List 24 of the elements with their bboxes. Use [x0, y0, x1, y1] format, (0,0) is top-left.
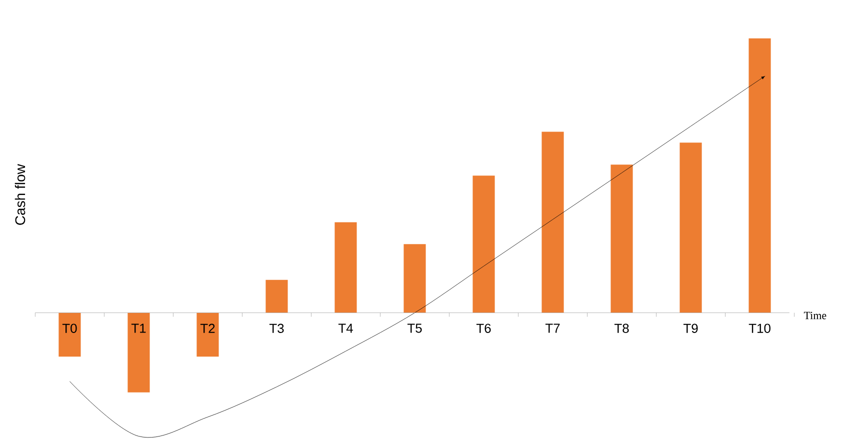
bar — [58, 312, 81, 356]
x-tick-label: T3 — [269, 324, 284, 333]
x-tick-label: T5 — [407, 324, 422, 333]
bar — [334, 222, 357, 313]
bar — [472, 175, 495, 313]
x-tick-label: T8 — [614, 324, 629, 333]
bar — [542, 132, 564, 313]
x-tick-label: T7 — [545, 324, 560, 333]
y-axis-title: Cash flow — [14, 164, 26, 225]
x-tick-label: T6 — [476, 324, 491, 333]
bar — [128, 312, 150, 392]
bar — [680, 142, 702, 313]
bar — [266, 280, 288, 313]
bar — [196, 312, 219, 356]
x-tick-label: T2 — [200, 324, 215, 333]
x-axis-title: Time — [804, 312, 826, 320]
x-tick-label: T1 — [131, 324, 146, 333]
bar — [610, 164, 633, 313]
x-tick-label: T0 — [62, 324, 77, 333]
bar — [748, 38, 771, 313]
x-tick-label: T4 — [338, 324, 353, 333]
bar — [404, 244, 426, 313]
x-tick-label: T10 — [748, 324, 770, 333]
x-tick-label: T9 — [683, 324, 698, 333]
